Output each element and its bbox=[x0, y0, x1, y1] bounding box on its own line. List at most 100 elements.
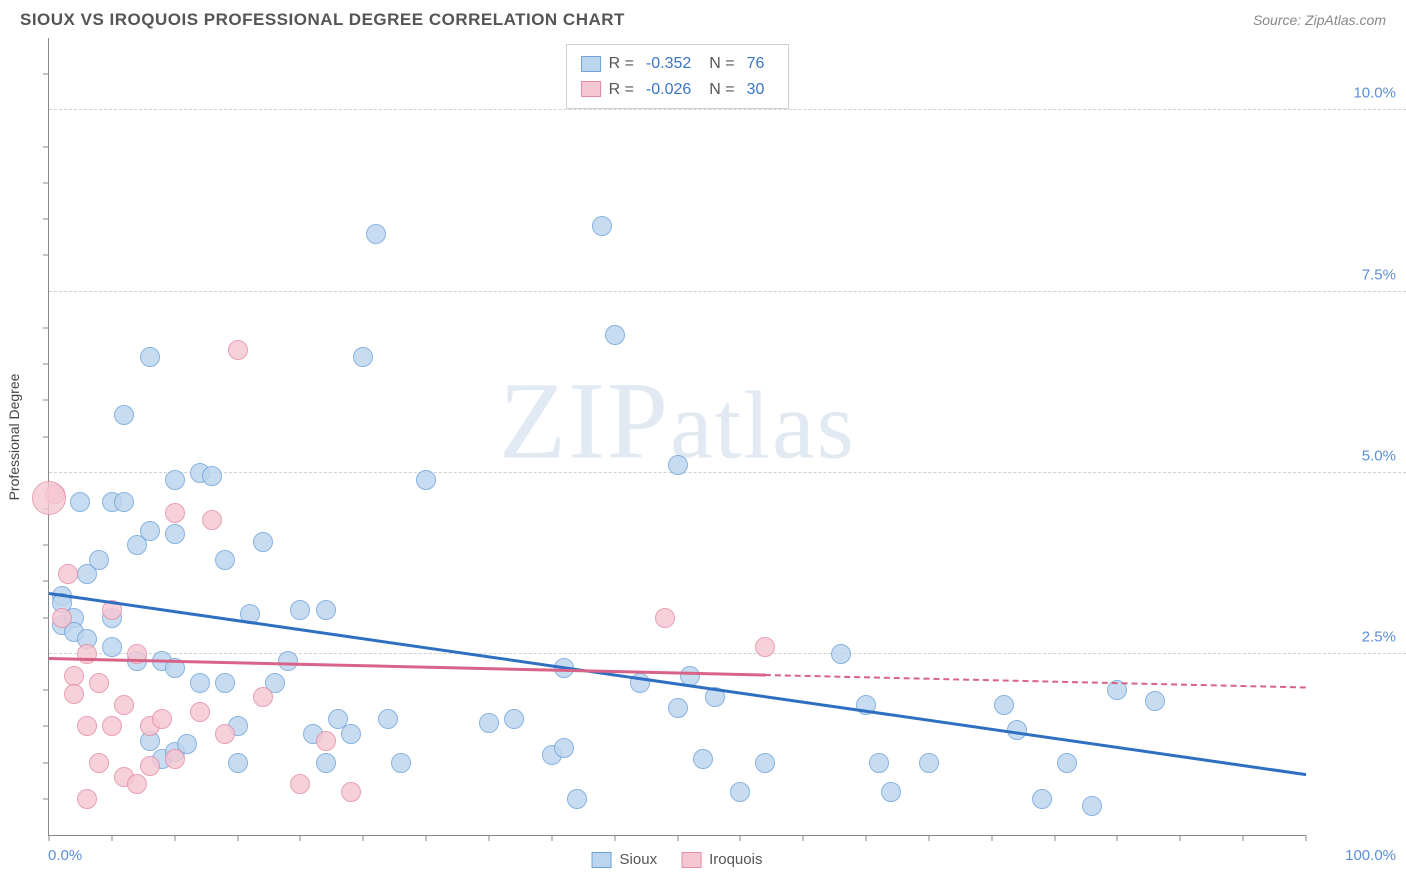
data-point-iroquois bbox=[127, 774, 147, 794]
y-minor-tick bbox=[43, 798, 49, 799]
legend-row-iroquois: R = -0.026 N = 30 bbox=[581, 77, 775, 103]
data-point-sioux bbox=[391, 753, 411, 773]
x-tick bbox=[1117, 835, 1118, 841]
legend-n-label: N = bbox=[709, 51, 734, 77]
data-point-sioux bbox=[102, 637, 122, 657]
data-point-sioux bbox=[228, 753, 248, 773]
legend-swatch-sioux bbox=[581, 56, 601, 72]
x-tick bbox=[614, 835, 615, 841]
data-point-sioux bbox=[140, 521, 160, 541]
data-point-sioux bbox=[755, 753, 775, 773]
data-point-sioux bbox=[668, 698, 688, 718]
x-tick bbox=[111, 835, 112, 841]
x-axis-min-label: 0.0% bbox=[48, 847, 82, 864]
y-minor-tick bbox=[43, 581, 49, 582]
y-minor-tick bbox=[43, 146, 49, 147]
x-tick bbox=[426, 835, 427, 841]
data-point-iroquois bbox=[58, 564, 78, 584]
x-tick bbox=[551, 835, 552, 841]
correlation-legend: R = -0.352 N = 76 R = -0.026 N = 30 bbox=[566, 44, 790, 109]
data-point-iroquois bbox=[114, 695, 134, 715]
data-point-sioux bbox=[190, 673, 210, 693]
x-tick bbox=[237, 835, 238, 841]
source-attribution: Source: ZipAtlas.com bbox=[1253, 12, 1386, 28]
x-tick bbox=[991, 835, 992, 841]
gridline bbox=[49, 291, 1406, 292]
data-point-sioux bbox=[869, 753, 889, 773]
data-point-sioux bbox=[1145, 691, 1165, 711]
data-point-iroquois bbox=[165, 749, 185, 769]
data-point-iroquois bbox=[228, 340, 248, 360]
plot-region: ZIPatlas R = -0.352 N = 76 R = -0.026 N … bbox=[48, 38, 1306, 836]
data-point-sioux bbox=[567, 789, 587, 809]
data-point-iroquois bbox=[64, 684, 84, 704]
legend-label: Sioux bbox=[620, 851, 658, 868]
data-point-iroquois bbox=[89, 673, 109, 693]
chart-title: SIOUX VS IROQUOIS PROFESSIONAL DEGREE CO… bbox=[20, 10, 625, 30]
data-point-sioux bbox=[730, 782, 750, 802]
data-point-sioux bbox=[70, 492, 90, 512]
data-point-sioux bbox=[202, 466, 222, 486]
data-point-sioux bbox=[278, 651, 298, 671]
data-point-iroquois bbox=[341, 782, 361, 802]
legend-n-value: 76 bbox=[743, 51, 775, 77]
legend-r-label: R = bbox=[609, 77, 634, 103]
data-point-sioux bbox=[1032, 789, 1052, 809]
data-point-sioux bbox=[353, 347, 373, 367]
data-point-sioux bbox=[605, 325, 625, 345]
x-tick bbox=[928, 835, 929, 841]
data-point-iroquois bbox=[655, 608, 675, 628]
gridline bbox=[49, 109, 1406, 110]
data-point-sioux bbox=[693, 749, 713, 769]
data-point-sioux bbox=[479, 713, 499, 733]
legend-item-iroquois: Iroquois bbox=[681, 851, 762, 868]
y-tick-label: 5.0% bbox=[1362, 447, 1396, 464]
data-point-sioux bbox=[592, 216, 612, 236]
y-tick-label: 2.5% bbox=[1362, 628, 1396, 645]
data-point-sioux bbox=[316, 600, 336, 620]
data-point-sioux bbox=[378, 709, 398, 729]
legend-r-label: R = bbox=[609, 51, 634, 77]
data-point-sioux bbox=[114, 405, 134, 425]
y-minor-tick bbox=[43, 255, 49, 256]
y-minor-tick bbox=[43, 400, 49, 401]
trend-line-iroquois-extrapolated bbox=[765, 674, 1306, 688]
y-minor-tick bbox=[43, 762, 49, 763]
data-point-sioux bbox=[215, 550, 235, 570]
data-point-iroquois bbox=[140, 756, 160, 776]
data-point-iroquois bbox=[165, 503, 185, 523]
y-minor-tick bbox=[43, 219, 49, 220]
data-point-sioux bbox=[554, 738, 574, 758]
chart-area: Professional Degree ZIPatlas R = -0.352 … bbox=[48, 38, 1306, 836]
y-tick-label: 7.5% bbox=[1362, 266, 1396, 283]
data-point-iroquois bbox=[202, 510, 222, 530]
x-tick bbox=[1054, 835, 1055, 841]
x-tick bbox=[174, 835, 175, 841]
data-point-sioux bbox=[215, 673, 235, 693]
data-point-sioux bbox=[881, 782, 901, 802]
data-point-sioux bbox=[919, 753, 939, 773]
gridline bbox=[49, 472, 1406, 473]
y-minor-tick bbox=[43, 182, 49, 183]
data-point-sioux bbox=[1057, 753, 1077, 773]
x-tick bbox=[740, 835, 741, 841]
data-point-iroquois bbox=[102, 716, 122, 736]
data-point-sioux bbox=[140, 347, 160, 367]
data-point-sioux bbox=[668, 455, 688, 475]
legend-label: Iroquois bbox=[709, 851, 762, 868]
y-minor-tick bbox=[43, 327, 49, 328]
x-tick bbox=[49, 835, 50, 841]
data-point-sioux bbox=[89, 550, 109, 570]
data-point-iroquois bbox=[52, 608, 72, 628]
data-point-iroquois bbox=[755, 637, 775, 657]
x-tick bbox=[1306, 835, 1307, 841]
data-point-iroquois bbox=[152, 709, 172, 729]
data-point-sioux bbox=[316, 753, 336, 773]
data-point-iroquois bbox=[77, 716, 97, 736]
x-tick bbox=[1243, 835, 1244, 841]
data-point-sioux bbox=[831, 644, 851, 664]
y-minor-tick bbox=[43, 617, 49, 618]
data-point-iroquois bbox=[253, 687, 273, 707]
y-axis-label: Professional Degree bbox=[6, 374, 22, 501]
y-minor-tick bbox=[43, 545, 49, 546]
